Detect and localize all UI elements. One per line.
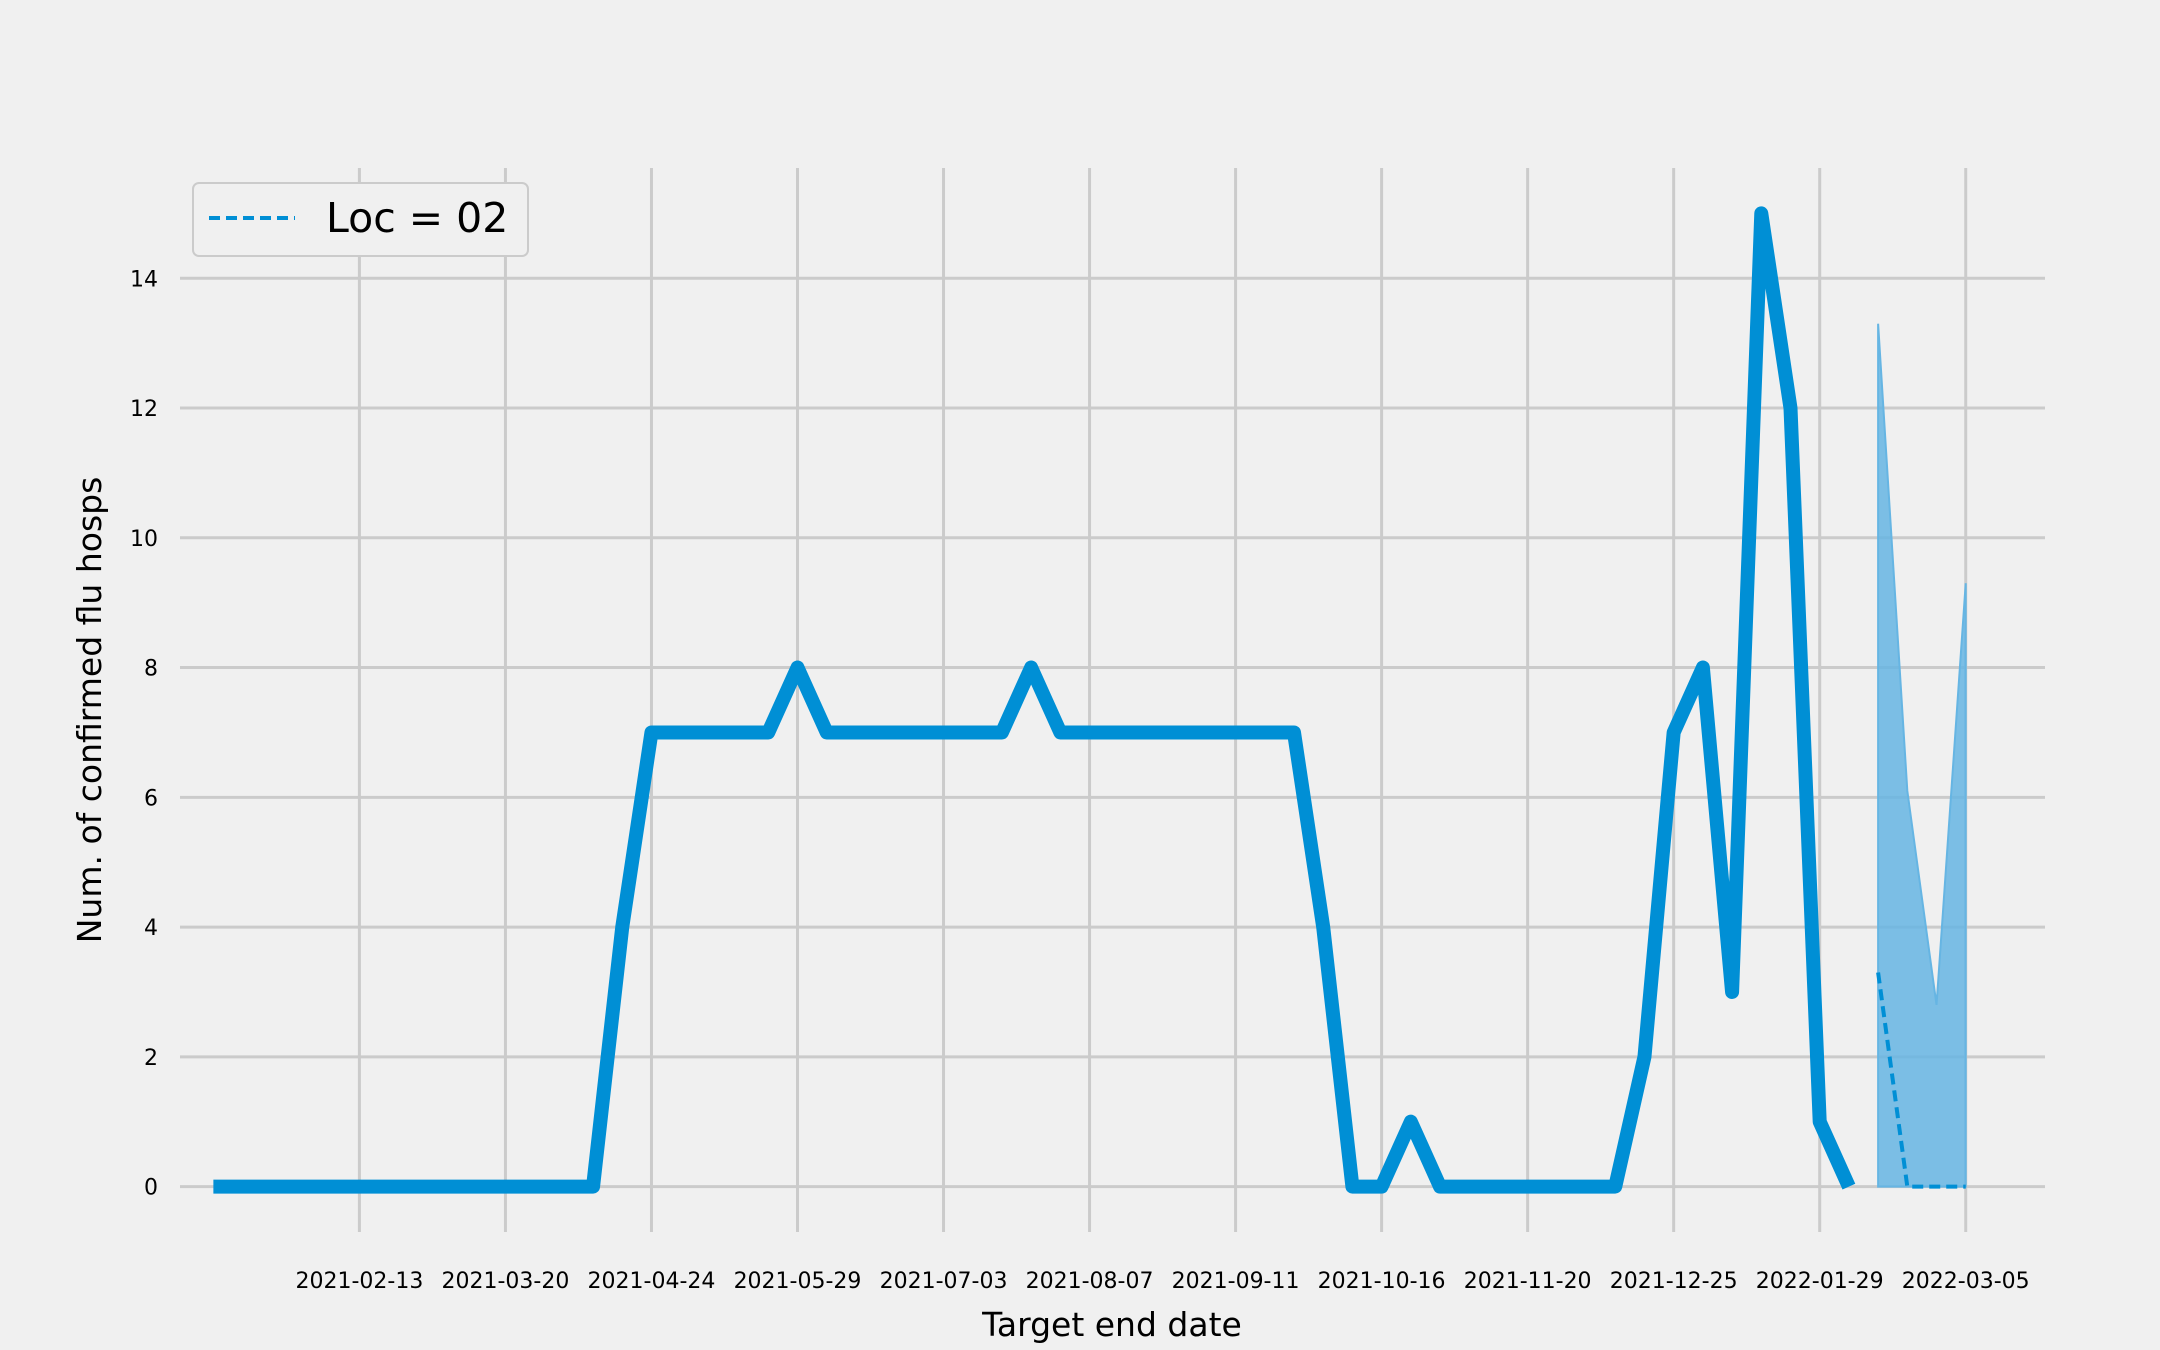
x-tick-label: 2021-10-16 <box>1318 1269 1446 1294</box>
x-tick-label: 2021-05-29 <box>734 1269 862 1294</box>
legend-label: Loc = 02 <box>326 194 508 242</box>
series-lines <box>213 206 1966 1194</box>
x-tick-label: 2021-09-11 <box>1172 1269 1300 1294</box>
x-tick-label: 2021-03-20 <box>442 1269 570 1294</box>
legend: Loc = 02 <box>192 182 529 257</box>
forecast-line <box>1876 972 1966 1189</box>
x-tick-label: 2021-02-13 <box>295 1269 423 1294</box>
y-tick-label: 14 <box>130 267 158 292</box>
y-tick-label: 8 <box>144 657 158 682</box>
y-tick-label: 6 <box>144 786 158 811</box>
tick-labels: 0 2 4 6 8 10 12 14 2021-02-13 2021-03-20 2021-04-2… <box>130 267 2030 1294</box>
y-axis-title: Num. of confirmed flu hosps <box>70 477 109 944</box>
y-tick-label: 10 <box>130 527 158 552</box>
x-tick-label: 2022-03-05 <box>1902 1269 2030 1294</box>
y-tick-label: 4 <box>144 916 158 941</box>
y-tick-label: 0 <box>144 1176 158 1201</box>
observed-line <box>213 206 1856 1194</box>
x-tick-label: 2021-12-25 <box>1610 1269 1738 1294</box>
x-axis-title: Target end date <box>981 1305 1242 1344</box>
x-tick-label: 2021-04-24 <box>588 1269 716 1294</box>
x-tick-label: 2021-08-07 <box>1026 1269 1154 1294</box>
x-tick-label: 2021-07-03 <box>880 1269 1008 1294</box>
x-tick-label: 2021-11-20 <box>1464 1269 1592 1294</box>
x-tick-label: 2022-01-29 <box>1756 1269 1884 1294</box>
legend-box <box>192 182 529 257</box>
y-tick-label: 2 <box>144 1046 158 1071</box>
y-tick-label: 12 <box>130 397 158 422</box>
